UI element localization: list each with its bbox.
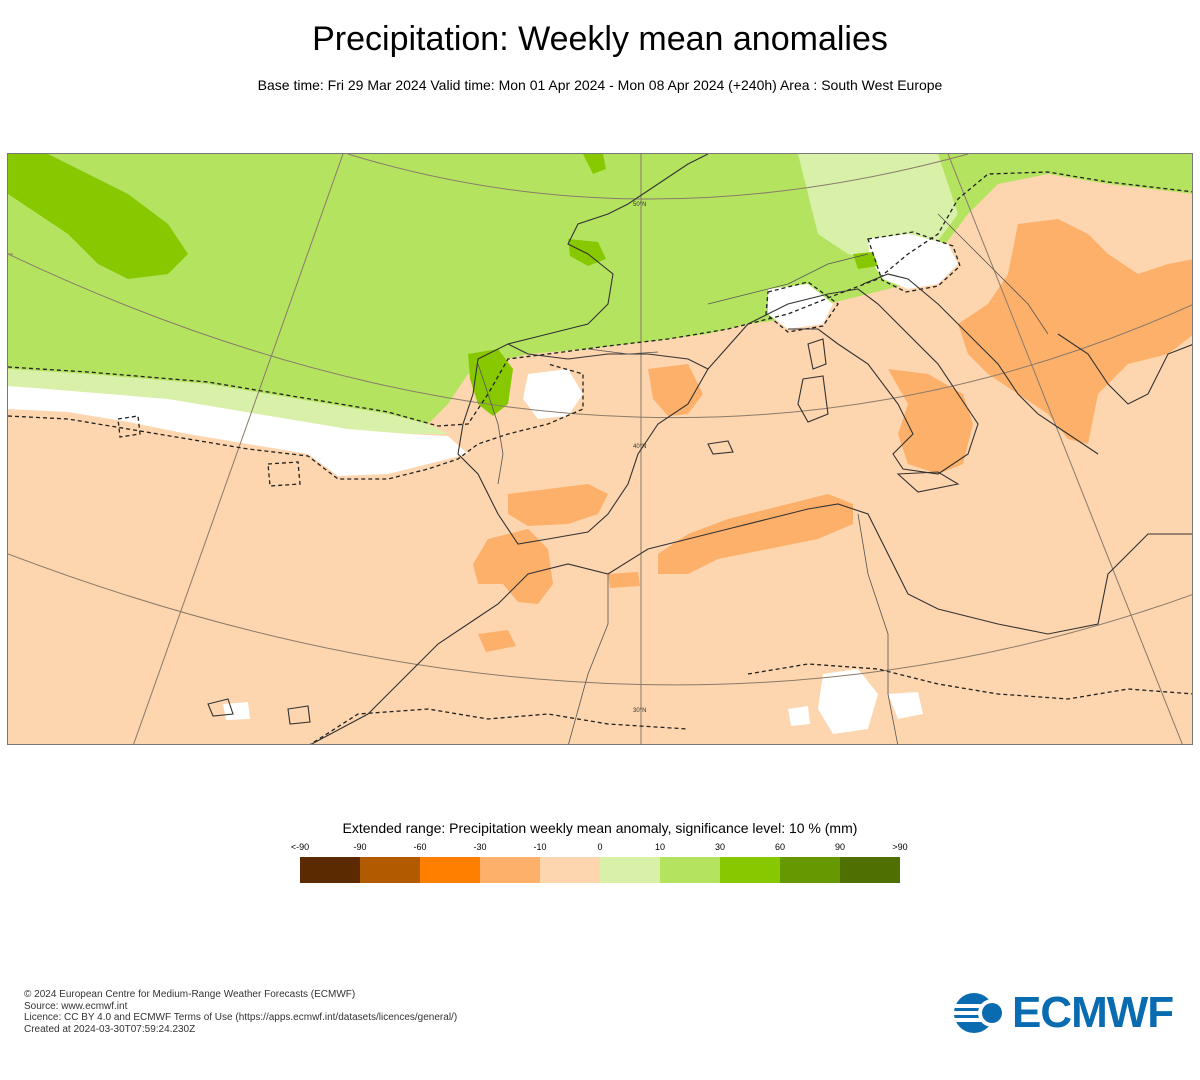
legend-swatch-30-to-60 xyxy=(720,857,780,883)
lat-label-50: 50°N xyxy=(633,202,646,208)
anomaly-field-pos-0-10 xyxy=(8,369,448,434)
non-significant-area-6 xyxy=(888,692,923,719)
anomaly-field-neg-30-10-algeria xyxy=(658,494,853,574)
coast-canaries xyxy=(207,698,311,725)
footer-licence: Licence: CC BY 4.0 and ECMWF Terms of Us… xyxy=(24,1012,458,1023)
meridian-east-1 xyxy=(947,154,1183,744)
legend-tick: -10 xyxy=(533,842,547,852)
parallel-50 xyxy=(347,154,969,200)
chart-title: Precipitation: Weekly mean anomalies xyxy=(312,20,888,58)
legend-swatch-below-minus-90 xyxy=(300,857,360,883)
border-balkans xyxy=(937,213,1049,335)
anomaly-field-neg-30-10-atlas xyxy=(478,630,516,652)
legend-swatch-minus-90-to-60 xyxy=(360,857,420,883)
anomaly-field-neg-30-10-sw xyxy=(608,572,640,588)
legend-tick: <-90 xyxy=(290,842,310,852)
ecmwf-logo-text: ECMWF xyxy=(1012,988,1174,1037)
border-spain-portugal xyxy=(477,363,504,485)
contour-island-1 xyxy=(117,415,141,438)
legend-swatch-minus-60-to-30 xyxy=(420,857,480,883)
anomaly-field-neg-30-10-balkans xyxy=(958,219,1192,444)
coast-sicily xyxy=(896,471,960,493)
legend-swatch-60-to-90 xyxy=(780,857,840,883)
non-significant-area-8 xyxy=(223,702,250,720)
legend-tick: -60 xyxy=(413,842,427,852)
footer-copyright: © 2024 European Centre for Medium-Range … xyxy=(24,989,356,1000)
coast-greece xyxy=(1057,333,1192,405)
coast-france xyxy=(507,154,709,345)
anomaly-field-neg-30-10-ebro xyxy=(648,364,703,416)
legend-tick: 90 xyxy=(834,842,846,852)
footer-created: Created at 2024-03-30T07:59:24.230Z xyxy=(24,1023,196,1035)
contour-alps xyxy=(765,281,839,333)
legend-swatch-0-to-10 xyxy=(600,857,660,883)
legend-title: Extended range: Precipitation weekly mea… xyxy=(342,820,858,836)
lat-label-40: 40°N xyxy=(633,444,646,450)
legend-tick: 30 xyxy=(714,842,726,852)
coast-adriatic xyxy=(862,273,1099,455)
non-significant-area-3 xyxy=(523,369,583,419)
borders xyxy=(477,213,1049,744)
legend-tick: -90 xyxy=(353,842,367,852)
lat-label-30: 30°N xyxy=(633,708,646,714)
legend-swatch-minus-30-to-10 xyxy=(480,857,540,883)
anomaly-field-pos-30-60-brittany xyxy=(568,239,606,266)
contour-sahara-1 xyxy=(747,663,1192,700)
anomaly-field-pos-30-60-north xyxy=(583,154,606,174)
non-significant-area xyxy=(8,386,468,476)
anomaly-field-neg-30-10-morocco xyxy=(473,529,553,604)
coast-balearics xyxy=(707,440,734,455)
legend-tick: >90 xyxy=(892,842,908,852)
legend-swatch-minus-10-to-0 xyxy=(540,857,600,883)
legend-tick: -30 xyxy=(473,842,487,852)
border-algeria-tunisia xyxy=(857,513,899,744)
anomaly-field-neg-30-10-spain xyxy=(508,484,608,526)
non-significant-area-4 xyxy=(768,284,833,329)
meridian-west-1 xyxy=(133,154,344,744)
legend-ticks: <-90 -90 -60 -30 -10 0 10 30 60 90 >90 xyxy=(291,842,908,854)
footer-credits: © 2024 European Centre for Medium-Range … xyxy=(24,989,457,1035)
legend-colorbar xyxy=(300,857,900,883)
precipitation-anomaly-map[interactable]: 50°N 40°N 30°N xyxy=(7,153,1193,745)
border-spain-france xyxy=(587,348,659,355)
legend-tick: 60 xyxy=(774,842,786,852)
parallel-40 xyxy=(8,253,1192,419)
border-alps xyxy=(707,253,869,305)
contour-adriatic xyxy=(867,231,961,293)
footer-source: Source: www.ecmwf.int xyxy=(24,1000,128,1012)
parallel-30 xyxy=(8,553,1192,686)
legend-swatch-10-to-30 xyxy=(660,857,720,883)
non-significant-area-2 xyxy=(868,234,958,289)
ecmwf-logo-icon xyxy=(952,993,1006,1033)
chart-subtitle: Base time: Fri 29 Mar 2024 Valid time: M… xyxy=(257,77,943,93)
anomaly-field-pos-30-60 xyxy=(8,154,188,279)
coast-north-africa xyxy=(310,503,1192,744)
non-significant-area-5 xyxy=(818,669,878,734)
anomaly-field-pos-30-60-iberia xyxy=(468,349,513,416)
border-morocco-algeria xyxy=(568,574,609,744)
coast-italy xyxy=(707,288,979,475)
legend-tick: 10 xyxy=(654,842,666,852)
coast-corsica-sardinia xyxy=(797,338,829,423)
legend-swatch-above-90 xyxy=(840,857,900,883)
non-significant-area-7 xyxy=(788,706,810,726)
contour-island-2 xyxy=(267,461,301,487)
contour-north xyxy=(8,171,1192,427)
significance-contours xyxy=(8,171,1192,744)
legend-tick: 0 xyxy=(597,842,603,852)
contour-sahara-2 xyxy=(309,708,689,744)
